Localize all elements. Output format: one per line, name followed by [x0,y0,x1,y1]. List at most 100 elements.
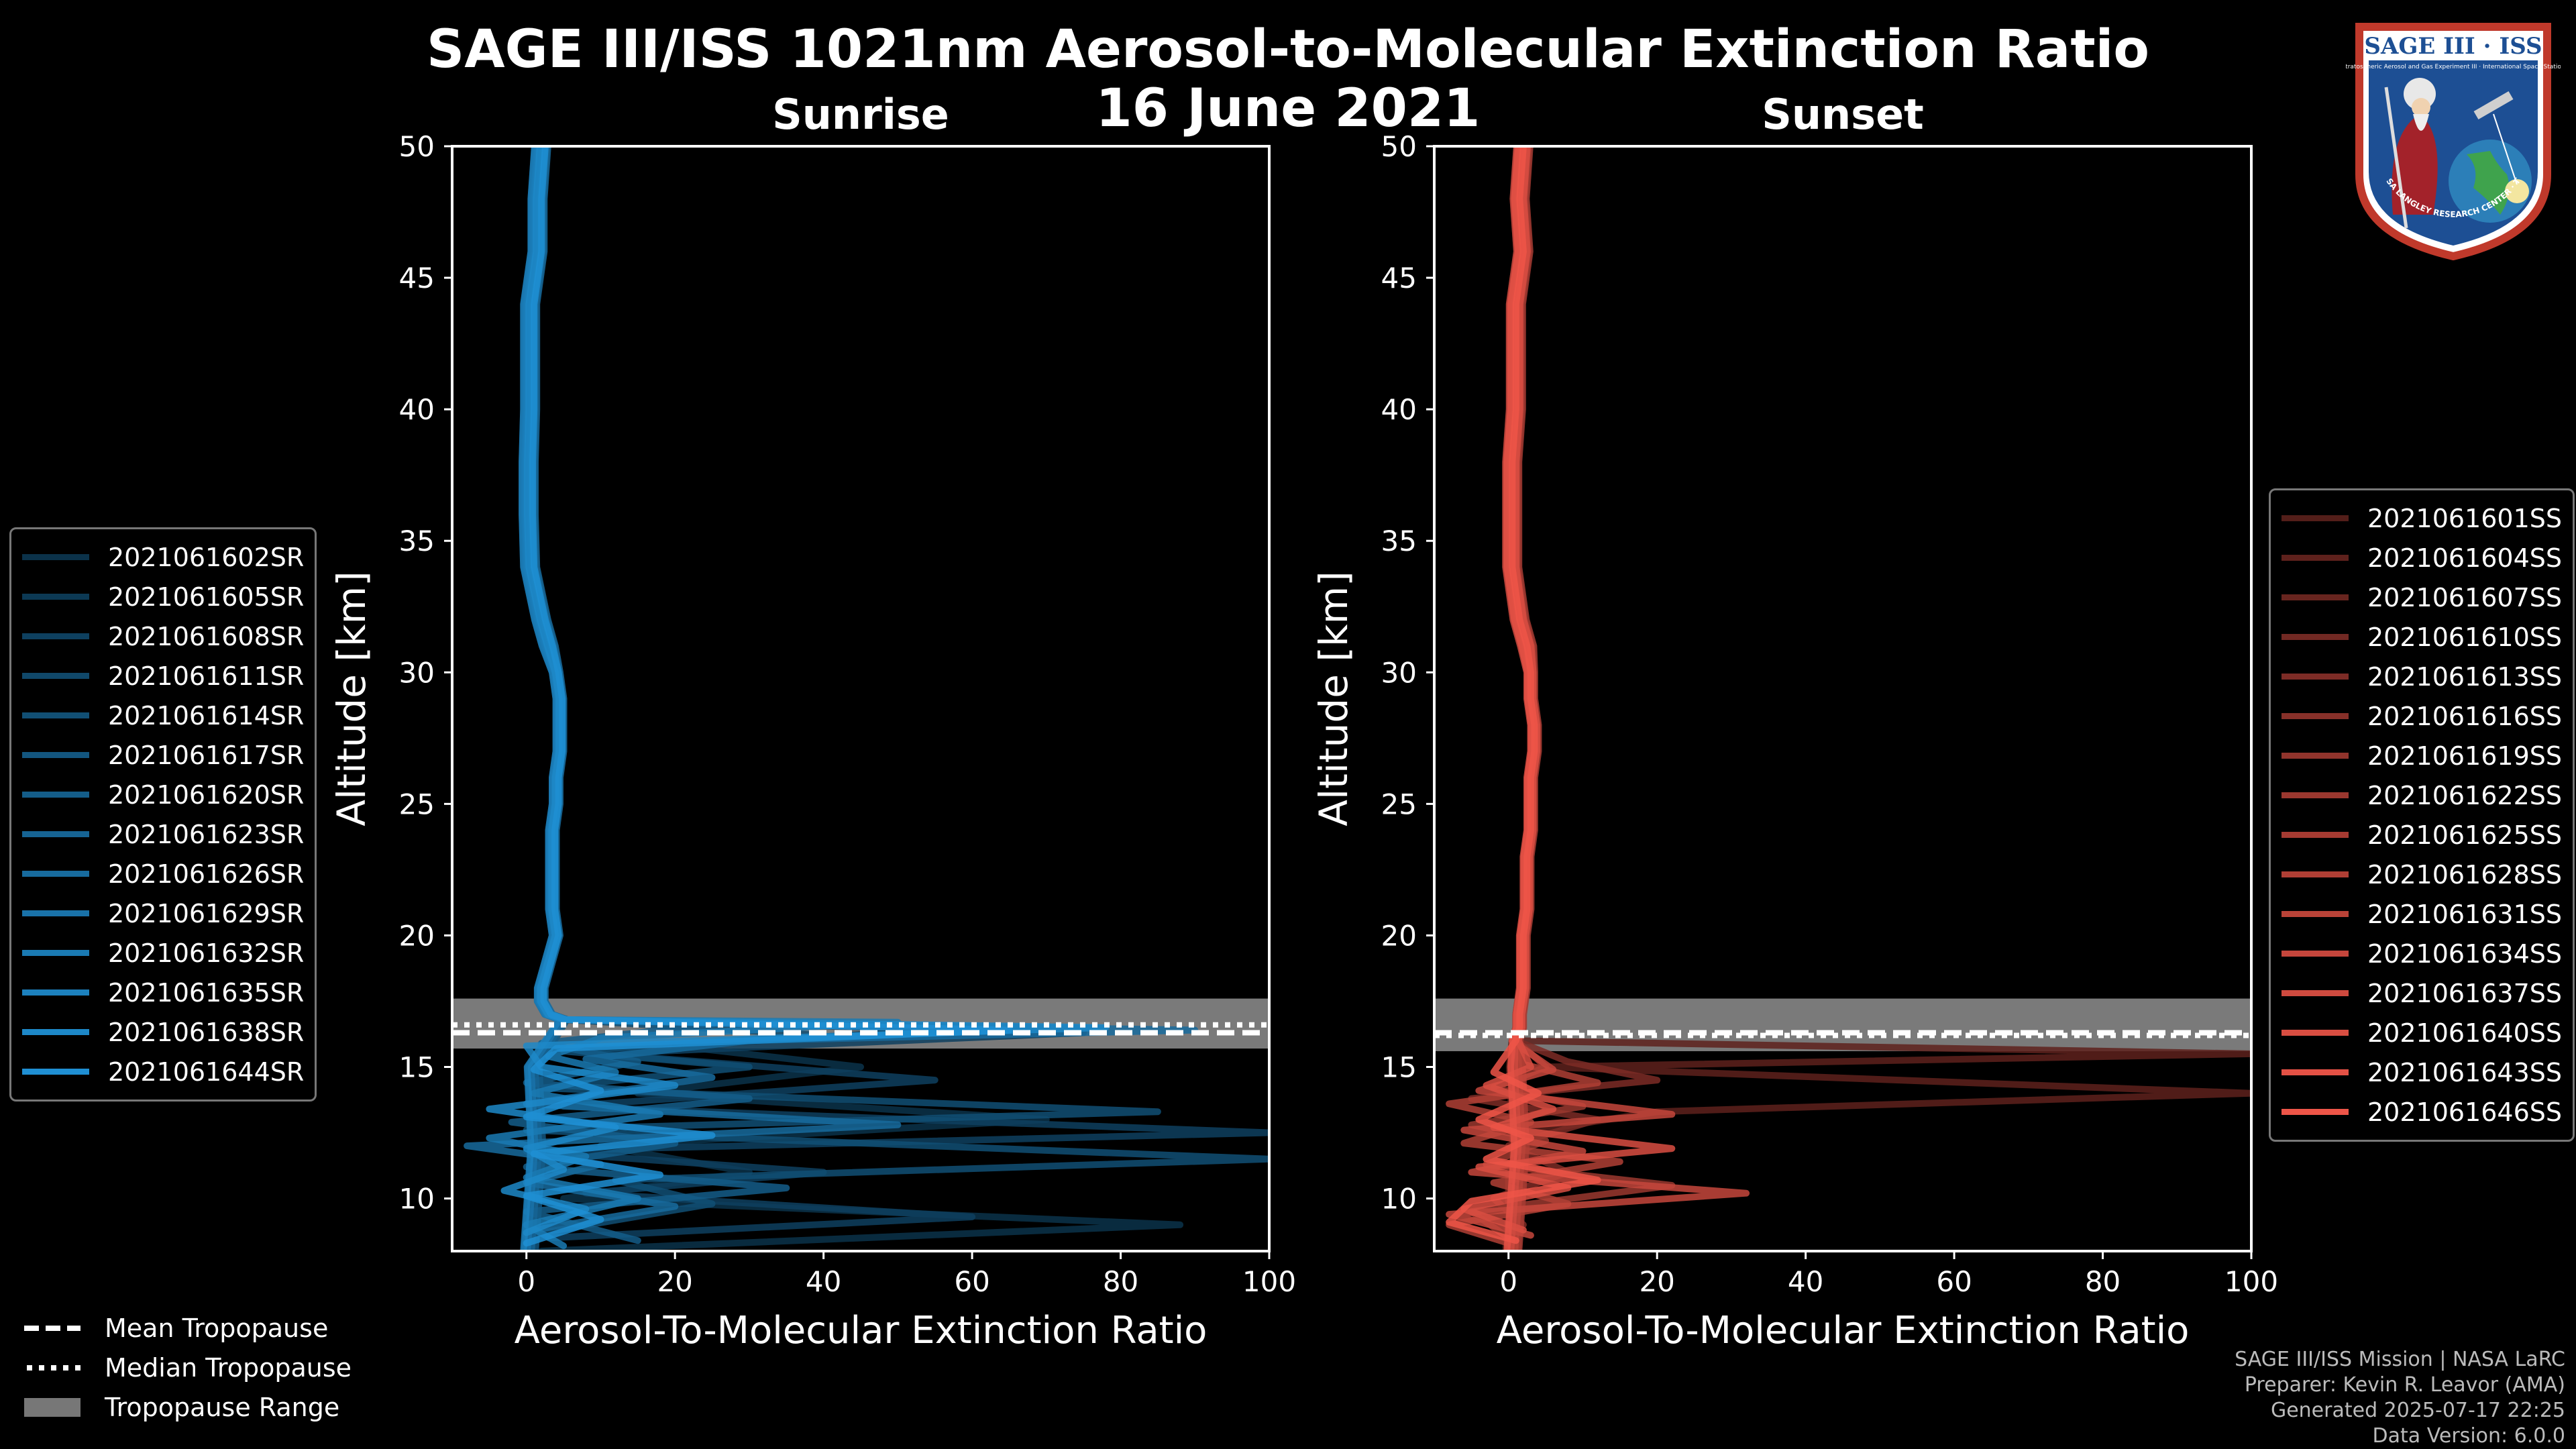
sunrise-legend-item: 2021061611SR [22,656,304,696]
sunrise-xtick-label: 80 [1103,1265,1138,1298]
legend-swatch-icon [2282,990,2349,996]
sunrise-xtick-label: 100 [1242,1265,1296,1298]
sunset-legend-item: 2021061646SS [2282,1092,2562,1132]
legend-swatch-icon [22,910,89,916]
sunrise-ytick-label: 40 [399,393,435,426]
sunset-legend-label: 2021061619SS [2367,741,2563,771]
sunrise-ytick-label: 10 [399,1183,435,1216]
sunset-legend-item: 2021061637SS [2282,973,2562,1013]
legend-swatch-icon [2282,515,2349,521]
sunrise-legend-label: 2021061602SR [108,542,305,572]
legend-swatch-icon [2282,674,2349,680]
sunset-ytick-label: 20 [1381,919,1417,952]
sunset-legend-item: 2021061631SS [2282,894,2562,934]
legend-swatch-icon [2282,911,2349,917]
sunrise-profile-2021061644SR [523,146,1013,1247]
sunset-y-axis-label: Altitude [km] [1311,571,1356,826]
sunset-legend-label: 2021061616SS [2367,701,2563,731]
sunrise-legend-item: 2021061602SR [22,537,304,577]
sunset-legend-label: 2021061628SS [2367,859,2563,890]
sunrise-legend-item: 2021061608SR [22,616,304,656]
sunset-ytick-label: 50 [1381,130,1417,163]
sunrise-legend-item: 2021061644SR [22,1052,304,1091]
sunrise-legend-label: 2021061611SR [108,661,305,691]
legend-swatch-icon [22,831,89,837]
sunset-xtick-label: 40 [1788,1265,1823,1298]
legend-swatch-icon [22,554,89,560]
sunset-legend-item: 2021061607SS [2282,578,2562,617]
sunset-legend-label: 2021061631SS [2367,899,2563,929]
legend-tropopause-range: Tropopause Range [24,1387,352,1427]
sunset-ytick-label: 45 [1381,262,1417,294]
sunrise-panel-title: Sunrise [772,90,949,139]
sunset-ytick-label: 15 [1381,1051,1417,1084]
sunset-legend-item: 2021061640SS [2282,1013,2562,1053]
sunset-legend-label: 2021061643SS [2367,1057,2563,1087]
sunrise-legend-item: 2021061626SR [22,854,304,894]
sunrise-axes-frame [451,145,1271,1252]
sunset-legend-item: 2021061634SS [2282,934,2562,973]
sunrise-x-axis-label: Aerosol-To-Molecular Extinction Ratio [515,1309,1208,1352]
sunrise-legend-label: 2021061620SR [108,780,305,810]
legend-swatch-icon [22,792,89,798]
legend-swatch-icon [22,1069,89,1075]
sunrise-legend-label: 2021061614SR [108,700,305,731]
sunset-ytick-label: 30 [1381,656,1417,689]
sunset-xtick-label: 20 [1639,1265,1674,1298]
sunset-x-axis-label: Aerosol-To-Molecular Extinction Ratio [1497,1309,2190,1352]
sunset-ytick-label: 40 [1381,393,1417,426]
sunset-legend-label: 2021061637SS [2367,978,2563,1008]
legend-swatch-icon [2282,951,2349,957]
sunset-legend-label: 2021061604SS [2367,543,2563,573]
sunset-legend-item: 2021061613SS [2282,657,2562,696]
legend-mean-tropopause: Mean Tropopause [24,1308,352,1348]
credit-preparer: Preparer: Kevin R. Leavor (AMA) [2244,1373,2565,1397]
sunrise-legend-label: 2021061644SR [108,1057,305,1087]
sunset-profiles [1446,146,2251,1251]
sunset-legend-label: 2021061625SS [2367,820,2563,850]
logo-name: SAGE III · ISS [2364,33,2542,60]
sunrise-ytick-label: 20 [399,919,435,952]
sunrise-legend-item: 2021061617SR [22,735,304,775]
credit-mission: SAGE III/ISS Mission | NASA LaRC [2235,1348,2565,1371]
sunset-legend-label: 2021061640SS [2367,1018,2563,1048]
sunrise-ytick-label: 35 [399,525,435,557]
chart-date: 16 June 2021 [1095,78,1481,139]
sunrise-ytick-label: 25 [399,788,435,820]
sunset-legend-item: 2021061628SS [2282,855,2562,894]
sunrise-ytick-label: 15 [399,1051,435,1084]
sunset-ytick-label: 25 [1381,788,1417,820]
sunrise-legend-item: 2021061632SR [22,933,304,973]
sunrise-xtick-label: 0 [517,1265,535,1298]
sunset-axes-frame [1433,145,2253,1252]
sunset-xtick-label: 80 [2085,1265,2121,1298]
sunset-legend-label: 2021061622SS [2367,780,2563,810]
credit-version: Data Version: 6.0.0 [2372,1424,2565,1448]
sunset-legend-label: 2021061607SS [2367,582,2563,612]
sunset-legend-item: 2021061625SS [2282,815,2562,855]
sunset-panel-title: Sunset [1762,90,1924,139]
sunset-legend-item: 2021061622SS [2282,775,2562,815]
sunrise-ytick-label: 45 [399,262,435,294]
legend-swatch-icon [2282,792,2349,798]
sunset-ytick-label: 35 [1381,525,1417,557]
sunrise-legend-item: 2021061623SR [22,814,304,854]
sunset-legend-label: 2021061601SS [2367,503,2563,533]
legend-swatch-icon [22,752,89,758]
sunset-plot: 0 20 40 60 80 100 10 15 20 25 30 35 40 45 50 Sunset Aero… [1311,90,2278,1352]
legend-swatch-icon [2282,555,2349,561]
legend-swatch-icon [2282,1069,2349,1075]
sunset-legend-item: 2021061601SS [2282,498,2562,538]
sunset-legend-item: 2021061616SS [2282,696,2562,736]
legend-swatch-icon [2282,634,2349,640]
sunrise-legend-item: 2021061638SR [22,1012,304,1052]
legend-swatch-icon [2282,871,2349,877]
chart-title: SAGE III/ISS 1021nm Aerosol-to-Molecular… [427,19,2149,80]
sunrise-legend-label: 2021061629SR [108,898,305,928]
legend-median-tropopause: Median Tropopause [24,1348,352,1387]
sunset-xtick-label: 60 [1936,1265,1972,1298]
sunrise-legend-item: 2021061629SR [22,894,304,933]
legend-swatch-icon [22,1029,89,1035]
tropopause-legend: Mean Tropopause Median Tropopause Tropop… [24,1308,352,1427]
